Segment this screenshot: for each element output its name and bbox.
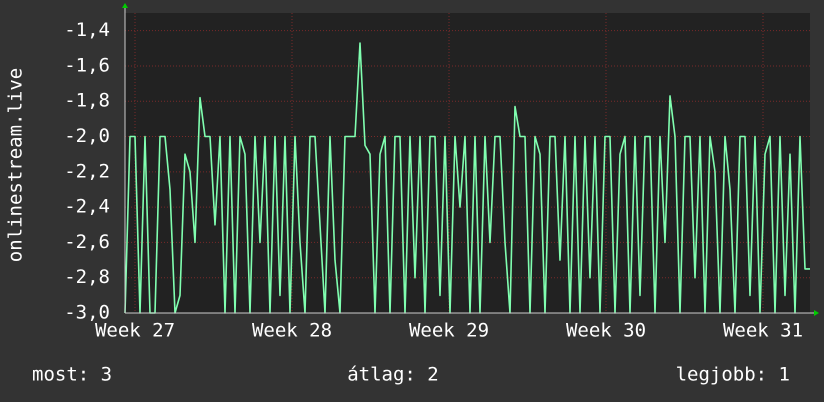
y-tick-label: -1,8 bbox=[64, 90, 110, 112]
y-tick-label: -2,0 bbox=[64, 125, 110, 147]
x-axis-arrow bbox=[814, 310, 819, 316]
y-tick-label: -2,6 bbox=[64, 231, 110, 253]
x-tick-label: Week 29 bbox=[409, 320, 489, 342]
y-tick-label: -1,6 bbox=[64, 54, 110, 76]
x-tick-label: Week 30 bbox=[566, 320, 646, 342]
footer-average: átlag: 2 bbox=[347, 364, 439, 386]
footer-now: most: 3 bbox=[32, 364, 112, 386]
y-axis-arrow bbox=[122, 3, 128, 8]
plot-area bbox=[125, 13, 810, 313]
y-tick-label: -2,2 bbox=[64, 160, 110, 182]
x-tick-label: Week 27 bbox=[95, 320, 175, 342]
y-tick-label: -3,0 bbox=[64, 302, 110, 324]
data-line bbox=[124, 42, 810, 314]
y-tick-label: -1,4 bbox=[64, 19, 110, 41]
x-tick-label: Week 28 bbox=[252, 320, 332, 342]
footer-best: legjobb: 1 bbox=[676, 364, 790, 386]
y-tick-label: -2,4 bbox=[64, 196, 110, 218]
x-tick-label: Week 31 bbox=[723, 320, 803, 342]
y-tick-label: -2,8 bbox=[64, 266, 110, 288]
y-axis-label: onlinestream.live bbox=[5, 68, 27, 262]
